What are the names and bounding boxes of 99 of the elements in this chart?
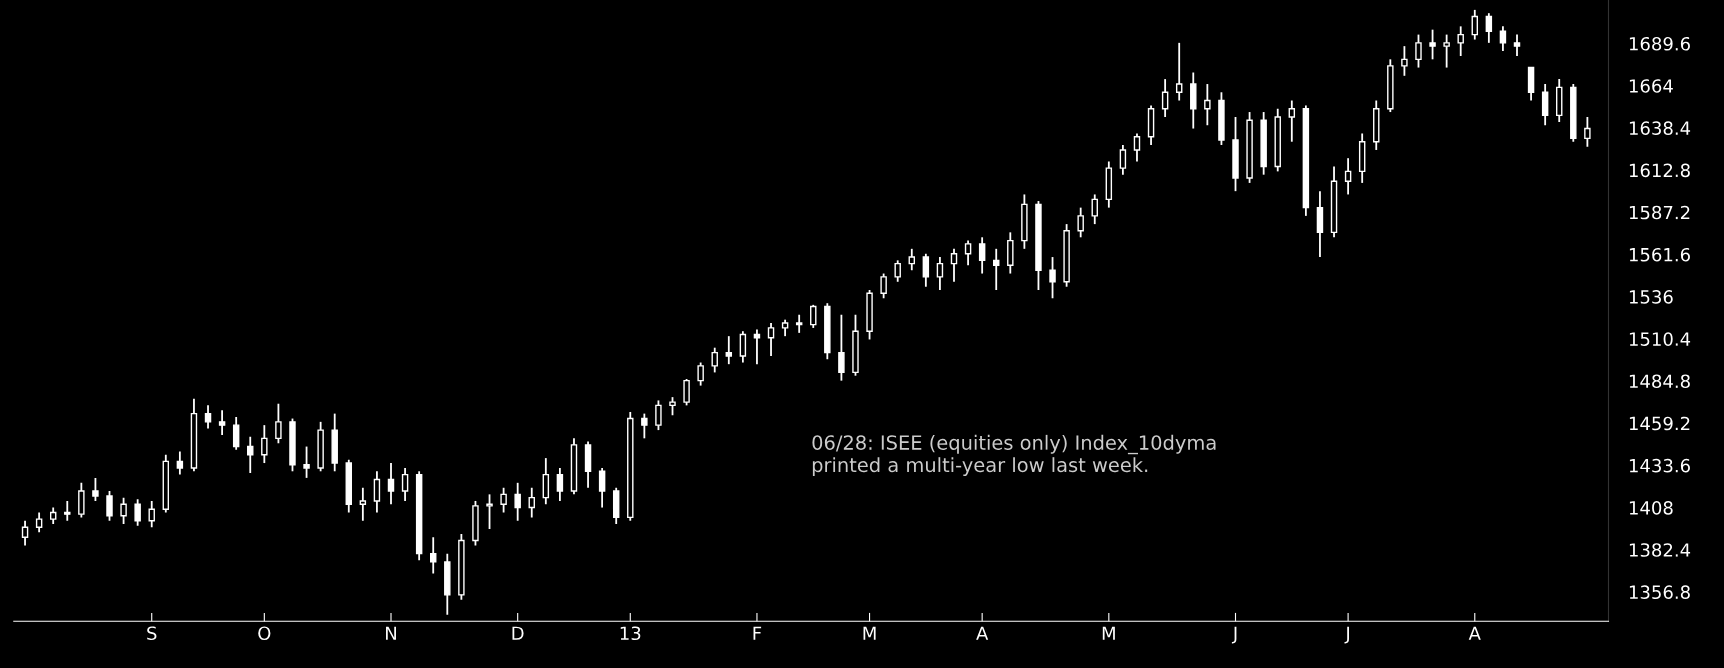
candlestick bbox=[247, 435, 254, 474]
candlestick bbox=[148, 500, 155, 529]
candlestick bbox=[1499, 25, 1507, 52]
x-tick-label: M bbox=[1102, 626, 1115, 640]
candlestick bbox=[1175, 41, 1183, 102]
candlestick bbox=[683, 378, 690, 407]
candlestick bbox=[1429, 28, 1436, 61]
x-tick-label: J bbox=[1344, 626, 1349, 644]
candlestick bbox=[598, 467, 606, 509]
candlestick bbox=[725, 335, 733, 366]
x-tick-label: M bbox=[863, 626, 876, 640]
candlestick bbox=[35, 511, 43, 534]
candlestick bbox=[134, 498, 141, 527]
y-tick-label: 1561.6 bbox=[1629, 247, 1690, 262]
x-tick-label: F bbox=[753, 626, 762, 640]
candlestick bbox=[810, 303, 817, 329]
candlestick bbox=[514, 481, 521, 522]
x-tick-label: A bbox=[1468, 626, 1481, 640]
candlestick bbox=[64, 500, 71, 522]
candlestick bbox=[711, 346, 718, 374]
candlestick bbox=[1161, 78, 1169, 118]
candlestick bbox=[176, 450, 184, 476]
candlestick bbox=[1077, 206, 1084, 239]
candlestick bbox=[556, 467, 564, 502]
candlestick bbox=[936, 256, 944, 291]
candlestick bbox=[1049, 256, 1056, 300]
candlestick bbox=[1288, 99, 1296, 143]
candlestick bbox=[950, 247, 958, 283]
y-tick-label: 1356.8 bbox=[1629, 585, 1690, 600]
candlestick bbox=[1133, 132, 1141, 163]
candlestick bbox=[232, 416, 240, 451]
candlestick bbox=[922, 252, 930, 288]
candlestick bbox=[78, 481, 85, 519]
candlestick bbox=[978, 236, 986, 275]
candlestick bbox=[303, 445, 310, 479]
candlestick bbox=[880, 272, 887, 300]
candlestick bbox=[92, 476, 99, 502]
y-tick-label: 1459.2 bbox=[1629, 416, 1690, 431]
candlestick bbox=[753, 328, 761, 366]
candlestick bbox=[218, 409, 226, 436]
candlestick bbox=[697, 361, 704, 387]
y-tick-label: 1433.6 bbox=[1629, 458, 1690, 473]
y-tick-label: 1382.4 bbox=[1629, 543, 1691, 557]
x-tick-label: J bbox=[1231, 626, 1237, 644]
candlestick bbox=[500, 486, 507, 514]
candlestick bbox=[739, 330, 747, 364]
candlestick bbox=[429, 536, 437, 575]
candlestick bbox=[486, 493, 493, 530]
candlestick bbox=[838, 313, 845, 382]
candlestick bbox=[204, 404, 212, 430]
candlestick bbox=[387, 462, 395, 506]
candlestick bbox=[767, 322, 775, 357]
y-tick-label: 1536 bbox=[1629, 290, 1673, 304]
candlestick bbox=[964, 239, 972, 267]
candlestick bbox=[1541, 83, 1549, 127]
candlestick bbox=[795, 313, 803, 334]
x-tick-label: D bbox=[512, 626, 524, 640]
x-tick-label: O bbox=[258, 626, 271, 641]
candlestick bbox=[1513, 33, 1521, 57]
y-tick-label: 1612.8 bbox=[1629, 163, 1690, 178]
candlestick bbox=[1344, 157, 1352, 196]
candlestick bbox=[669, 396, 676, 417]
candlestick bbox=[641, 412, 648, 440]
y-tick-label: 1587.2 bbox=[1629, 205, 1690, 220]
candlestick bbox=[1415, 33, 1422, 69]
candlestick bbox=[1584, 116, 1591, 148]
candlestick bbox=[1443, 33, 1450, 69]
candlestick bbox=[275, 402, 282, 445]
candlestick bbox=[21, 519, 29, 547]
y-tick-label: 1638.4 bbox=[1629, 121, 1691, 135]
candlestick bbox=[655, 399, 662, 431]
candlestick bbox=[894, 259, 901, 283]
candlestick bbox=[542, 457, 550, 506]
x-tick-label: N bbox=[386, 626, 396, 640]
candlestick bbox=[106, 490, 113, 522]
y-tick-label: 1664 bbox=[1629, 79, 1673, 93]
x-tick-label: 13 bbox=[620, 626, 641, 641]
candlestick bbox=[373, 470, 381, 514]
y-tick-label: 1408 bbox=[1629, 501, 1673, 515]
candlestick bbox=[528, 486, 535, 519]
y-tick-label: 1510.4 bbox=[1629, 332, 1691, 346]
annotation: 06/28: ISEE (equities only) Index_10dyma printed a multi-year low last week. bbox=[812, 434, 1216, 476]
candlestick bbox=[261, 424, 268, 464]
candlestick bbox=[1457, 25, 1464, 57]
candlestick bbox=[401, 467, 409, 502]
candlestick bbox=[1091, 193, 1098, 226]
x-tick-label: A bbox=[976, 626, 989, 640]
y-tick-label: 1689.6 bbox=[1629, 36, 1690, 51]
candlestick bbox=[1401, 45, 1408, 77]
candlestick bbox=[993, 247, 1000, 291]
candlestick bbox=[359, 486, 367, 522]
candlestick bbox=[1485, 12, 1493, 44]
x-tick-label: S bbox=[147, 626, 157, 641]
candlestick bbox=[1119, 144, 1127, 176]
y-tick-label: 1484.8 bbox=[1629, 374, 1690, 389]
candlestick bbox=[908, 247, 916, 272]
candlestick bbox=[1204, 83, 1211, 127]
candlestick bbox=[120, 496, 127, 525]
candlestick bbox=[1471, 8, 1479, 41]
